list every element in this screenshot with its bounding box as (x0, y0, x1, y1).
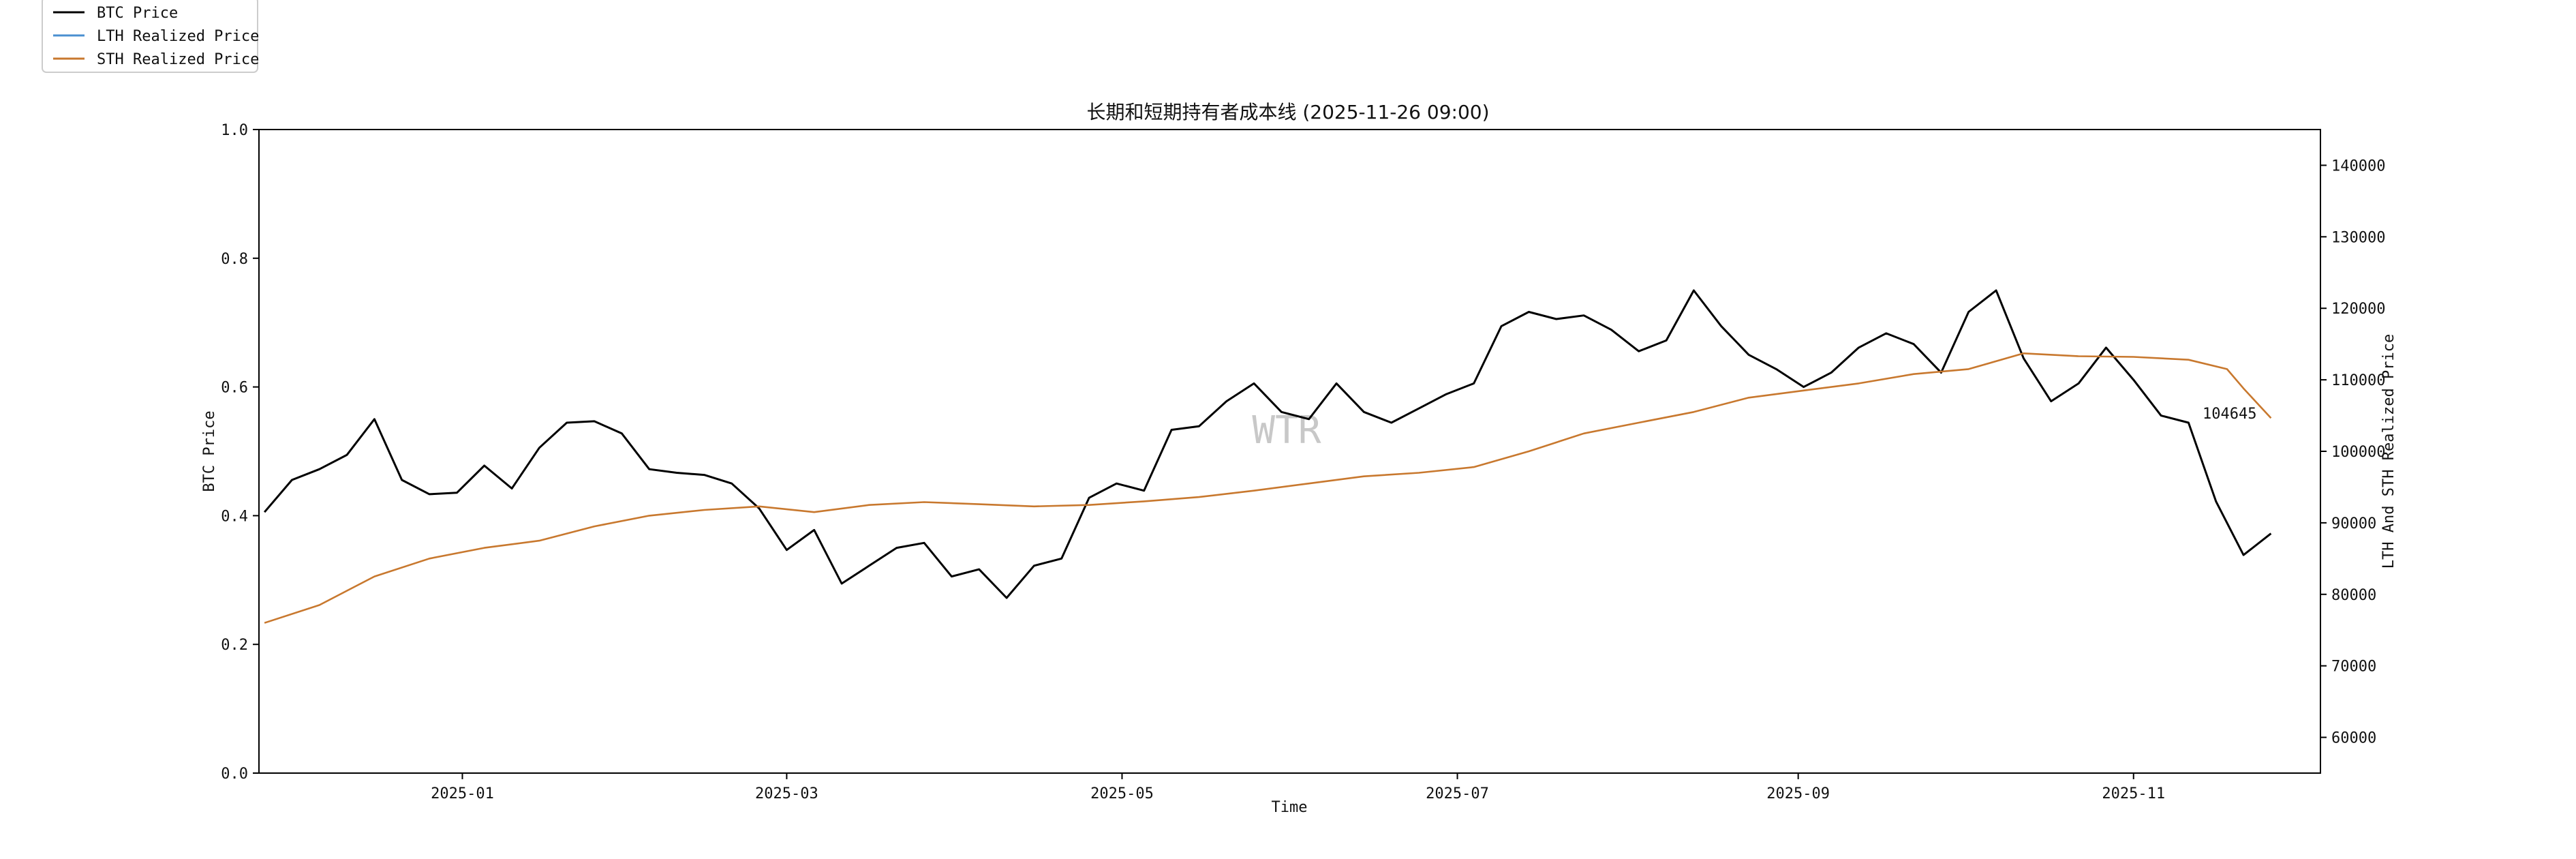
x-tick-label: 2025-05 (1090, 785, 1154, 802)
legend-frame (42, 0, 258, 73)
right-tick-label: 100000 (2331, 444, 2385, 461)
legend: BTC Price LTH Realized Price STH Realize… (42, 0, 259, 73)
x-axis-label: Time (1272, 799, 1308, 816)
left-tick-label: 0.8 (221, 251, 248, 268)
right-tick-label: 120000 (2331, 301, 2385, 318)
left-axis-label: BTC Price (201, 410, 218, 492)
x-tick-label: 2025-11 (2102, 785, 2165, 802)
watermark: WTR (1252, 408, 1321, 453)
right-tick-label: 140000 (2331, 157, 2385, 175)
right-tick-label: 90000 (2331, 515, 2376, 532)
right-tick-label: 80000 (2331, 587, 2376, 604)
legend-label-btc: BTC Price (97, 5, 178, 22)
x-axis: 2025-01 2025-03 2025-05 2025-07 2025-09 2025-… (431, 773, 2165, 802)
x-tick-label: 2025-07 (1426, 785, 1489, 802)
left-axis: 0.0 0.2 0.4 0.6 0.8 1.0 (221, 122, 259, 783)
right-tick-label: 60000 (2331, 730, 2376, 747)
right-axis-label: LTH And STH Realized Price (2380, 334, 2397, 569)
left-tick-label: 0.2 (221, 637, 248, 654)
left-tick-label: 1.0 (221, 122, 248, 139)
right-tick-label: 130000 (2331, 229, 2385, 246)
right-tick-label: 70000 (2331, 659, 2376, 676)
right-axis: 60000 70000 80000 90000 100000 110000 120000 13… (2320, 157, 2385, 747)
sth-end-annotation: 104645 (2203, 406, 2256, 423)
chart-title: 长期和短期持有者成本线 (2025-11-26 09:00) (1086, 101, 1489, 123)
legend-label-lth: LTH Realized Price (97, 28, 259, 45)
right-tick-label: 110000 (2331, 372, 2385, 389)
x-tick-label: 2025-03 (755, 785, 818, 802)
btc-price-line (263, 289, 2272, 599)
series-layer (263, 289, 2272, 624)
sth-realized-price-line (264, 352, 2272, 624)
left-tick-label: 0.0 (221, 766, 248, 783)
x-tick-label: 2025-01 (431, 785, 494, 802)
left-tick-label: 0.6 (221, 380, 248, 397)
legend-label-sth: STH Realized Price (97, 51, 259, 68)
x-tick-label: 2025-09 (1766, 785, 1830, 802)
left-tick-label: 0.4 (221, 508, 248, 525)
